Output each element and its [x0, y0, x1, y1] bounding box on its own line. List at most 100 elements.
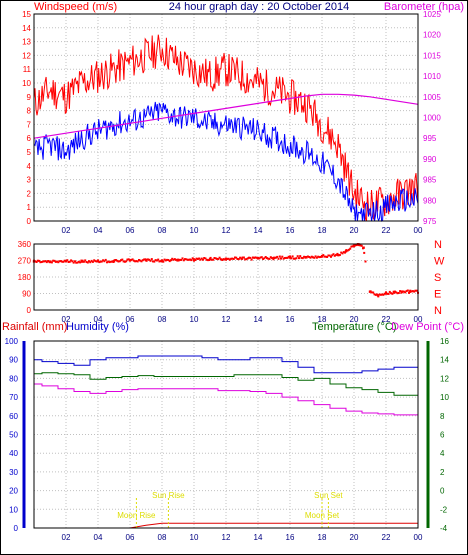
- direction-point: [296, 255, 299, 258]
- direction-point: [132, 259, 135, 262]
- direction-y-tick: 90: [22, 290, 31, 299]
- bottom-x-tick: 08: [158, 533, 167, 542]
- direction-point: [127, 258, 130, 261]
- direction-point: [167, 259, 170, 261]
- direction-point: [411, 290, 414, 293]
- humidity-y-tick: 30: [9, 468, 18, 477]
- wind-y-tick: 7: [27, 120, 32, 129]
- direction-point: [47, 260, 50, 262]
- wind-series-line: [33, 101, 419, 222]
- compass-label: S: [434, 272, 441, 284]
- direction-point: [387, 292, 390, 295]
- compass-label: W: [434, 256, 445, 268]
- direction-point: [272, 258, 275, 261]
- wind-y-tick: 8: [27, 107, 32, 116]
- direction-point: [227, 257, 230, 260]
- direction-point: [413, 290, 416, 293]
- direction-point: [187, 258, 190, 261]
- direction-point: [368, 290, 372, 293]
- direction-point: [155, 259, 158, 262]
- direction-point: [260, 256, 263, 259]
- direction-point: [396, 292, 399, 295]
- direction-point: [104, 258, 107, 261]
- wind-y-tick: 11: [23, 65, 32, 74]
- direction-point: [360, 244, 363, 247]
- direction-point: [376, 294, 380, 297]
- wind-y-tick: 2: [27, 189, 32, 198]
- direction-point: [359, 244, 362, 247]
- direction-point: [88, 260, 90, 263]
- direction-point: [77, 260, 80, 263]
- direction-point: [171, 257, 174, 260]
- direction-point: [344, 251, 346, 254]
- direction-point: [160, 259, 164, 262]
- direction-point: [106, 261, 108, 264]
- direction-point: [308, 256, 311, 258]
- direction-point: [150, 258, 153, 261]
- direction-point: [230, 257, 233, 260]
- barometer-y-tick: 1020: [423, 31, 441, 40]
- direction-point: [204, 257, 207, 260]
- direction-point: [231, 257, 234, 260]
- direction-point: [330, 255, 332, 258]
- direction-point: [39, 261, 42, 264]
- direction-point: [210, 258, 213, 261]
- direction-point: [312, 256, 314, 259]
- wind-y-tick: 1: [27, 203, 32, 212]
- direction-point: [269, 256, 272, 259]
- direction-point: [301, 257, 304, 260]
- direction-x-tick: 08: [158, 315, 167, 324]
- direction-point: [166, 258, 169, 261]
- direction-point: [114, 259, 117, 261]
- direction-point: [131, 258, 134, 261]
- wind-y-tick: 3: [27, 176, 32, 185]
- humidity-y-tick: 0: [14, 524, 19, 533]
- direction-point: [193, 259, 195, 262]
- direction-point: [370, 291, 373, 294]
- direction-point: [280, 257, 282, 260]
- direction-point: [322, 254, 325, 257]
- direction-point: [218, 256, 221, 259]
- direction-point: [244, 258, 247, 261]
- humidity-y-tick: 40: [9, 449, 18, 458]
- direction-point: [400, 290, 404, 293]
- humidity-y-tick: 10: [9, 505, 18, 514]
- bottom-x-tick: 00: [414, 533, 423, 542]
- direction-point: [144, 258, 148, 262]
- direction-point: [276, 255, 279, 258]
- direction-point: [181, 257, 184, 260]
- humidity-series-line: [34, 355, 418, 374]
- direction-point: [196, 258, 199, 260]
- direction-point: [291, 255, 294, 258]
- wind-x-tick: 16: [286, 226, 295, 235]
- direction-y-tick: 180: [18, 273, 32, 282]
- direction-point: [364, 260, 367, 263]
- direction-point: [299, 255, 302, 258]
- direction-point: [199, 258, 202, 261]
- direction-point: [271, 257, 274, 260]
- direction-point: [341, 252, 344, 255]
- direction-point: [48, 260, 52, 264]
- direction-point: [213, 257, 216, 259]
- direction-point: [178, 258, 181, 261]
- temperature-y-tick: -4: [440, 524, 448, 533]
- direction-point: [309, 256, 312, 259]
- direction-point: [175, 258, 178, 261]
- direction-point: [404, 291, 407, 294]
- direction-point: [102, 259, 105, 262]
- direction-point: [99, 260, 102, 263]
- bottom-x-tick: 16: [286, 533, 295, 542]
- wind-x-tick: 00: [414, 226, 423, 235]
- rainfall-label: Rainfall (mm): [2, 321, 67, 333]
- direction-point: [386, 292, 389, 295]
- barometer-label: Barometer (hpa): [384, 1, 464, 13]
- direction-point: [54, 260, 57, 263]
- direction-point: [222, 258, 225, 261]
- direction-point: [123, 260, 126, 263]
- barometer-y-tick: 1025: [423, 10, 441, 19]
- direction-point: [344, 250, 348, 253]
- direction-point: [158, 260, 161, 263]
- direction-point: [59, 260, 62, 263]
- barometer-series-line: [33, 93, 419, 139]
- humidity-y-tick: 50: [9, 431, 18, 440]
